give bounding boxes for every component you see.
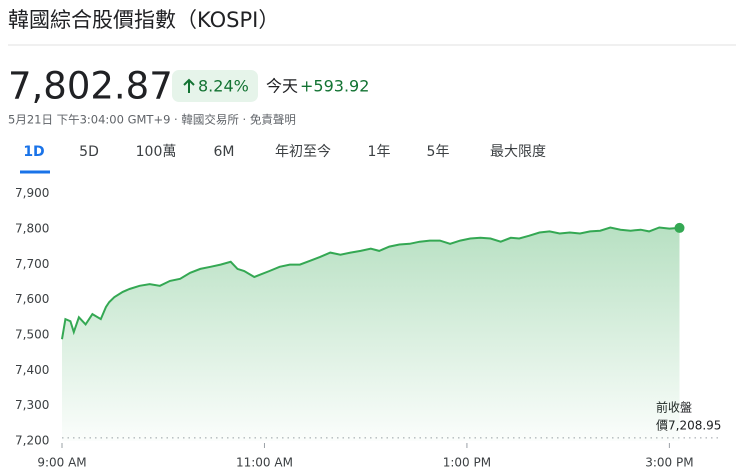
percent-change: 8.24% [198, 77, 249, 96]
y-tick-label: 7,200 [15, 434, 49, 448]
x-tick-label: 9:00 AM [37, 456, 86, 470]
y-tick-label: 7,300 [15, 398, 49, 412]
range-tab[interactable]: 100萬 [136, 144, 177, 160]
timestamp: 5月21日 下午3:04:00 GMT+9 · 韓國交易所 · 免責聲明 [8, 113, 296, 127]
range-tab[interactable]: 6M [214, 144, 235, 160]
x-tick-label: 3:00 PM [645, 456, 693, 470]
range-tab[interactable]: 年初至今 [275, 143, 331, 160]
title: 韓國綜合股價指數（KOSPI） [8, 8, 279, 32]
y-tick-label: 7,900 [15, 186, 49, 200]
range-tab[interactable]: 1D [23, 144, 44, 160]
range-tab[interactable]: 1年 [368, 144, 391, 160]
y-tick-label: 7,500 [15, 327, 49, 341]
line [61, 226, 680, 340]
range-tab[interactable]: 5D [79, 144, 99, 160]
change: +593.92 [300, 77, 369, 96]
up-arrow [183, 78, 195, 93]
today-label: 今天 [266, 77, 298, 96]
y-tick-label: 7,800 [15, 221, 49, 235]
x-tick-label: 11:00 AM [236, 456, 293, 470]
x-tick-label: 1:00 PM [443, 456, 491, 470]
last-point [674, 222, 685, 233]
chart: 7,200 7,300 7,400 7,500 7,600 7,700 7,800 7,900… [15, 186, 721, 469]
y-tick-label: 7,700 [15, 257, 49, 271]
range-tab[interactable]: 最大限度 [490, 144, 546, 160]
change-badge [172, 70, 258, 102]
area [62, 227, 680, 441]
y-tick-label: 7,600 [15, 292, 49, 306]
range-tab[interactable]: 5年 [427, 144, 450, 160]
y-tick-label: 7,400 [15, 363, 49, 377]
price: 7,802.87 [8, 65, 173, 108]
tabs: 1D 5D 100萬 6M 年初至今 1年 5年 最大限度 [23, 143, 546, 160]
